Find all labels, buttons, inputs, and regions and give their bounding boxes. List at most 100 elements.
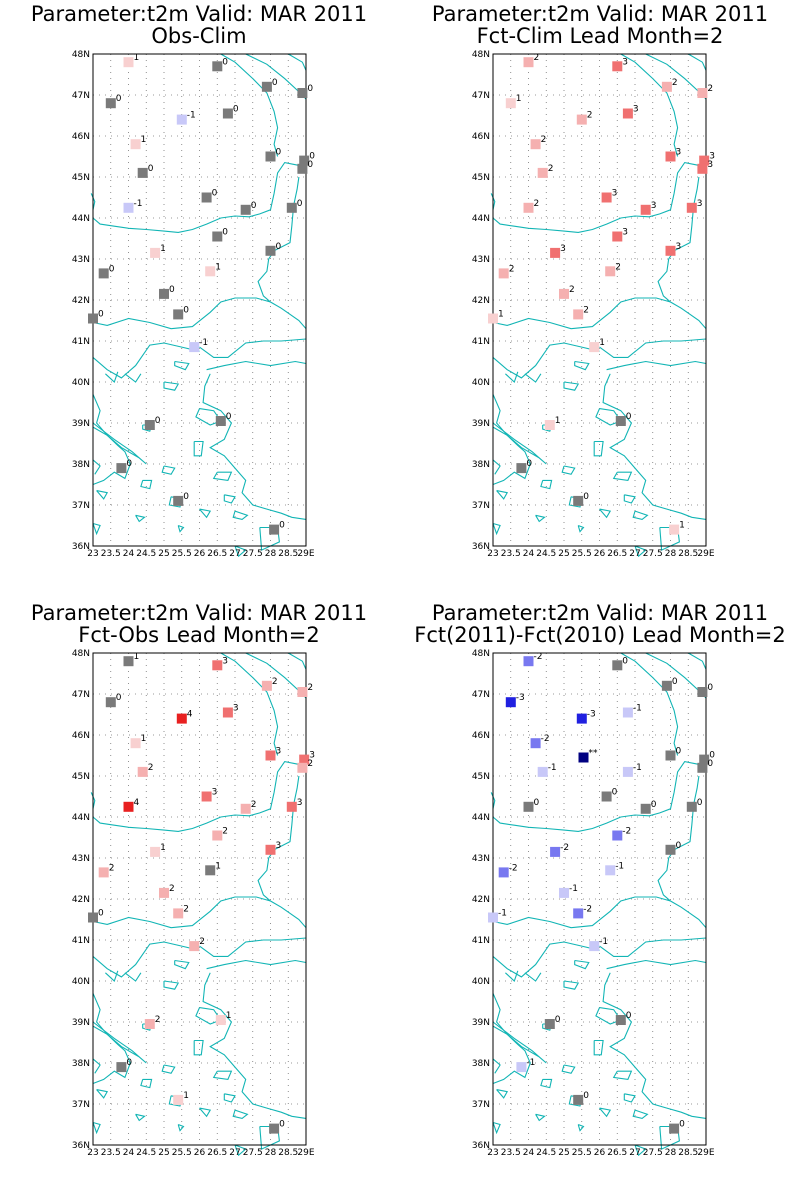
panel-title-line2: Fct-Clim Lead Month=2 bbox=[477, 24, 724, 48]
coastline bbox=[220, 652, 279, 756]
lat-tick-label: 43N bbox=[72, 854, 90, 864]
station-value-label: -3 bbox=[516, 693, 525, 703]
lon-tick-label: 27.5 bbox=[643, 549, 663, 559]
station-value-label: 3 bbox=[212, 788, 218, 798]
station-value-label: 3 bbox=[309, 751, 315, 761]
station-marker bbox=[505, 697, 516, 708]
panel-fct-diff: Parameter:t2m Valid: MAR 2011 Fct(2011)-… bbox=[414, 601, 786, 1158]
station-marker bbox=[523, 202, 534, 213]
coastline bbox=[524, 373, 542, 383]
station-value-label: 1 bbox=[215, 861, 221, 871]
coastline bbox=[92, 459, 101, 475]
coastline bbox=[232, 510, 249, 520]
station-value-label: -2 bbox=[560, 843, 569, 853]
coastline bbox=[96, 1089, 109, 1099]
station-value-label: 3 bbox=[233, 704, 239, 714]
station-marker bbox=[640, 204, 651, 215]
lon-tick-label: 29E bbox=[297, 1148, 314, 1158]
lon-tick-label: 29E bbox=[697, 1148, 714, 1158]
station-value-label: 0 bbox=[116, 94, 122, 104]
station-value-label: 0 bbox=[116, 693, 122, 703]
station-value-label: 0 bbox=[612, 788, 618, 798]
lon-tick-label: 29E bbox=[297, 549, 314, 559]
coastline bbox=[612, 1070, 633, 1081]
coastline bbox=[623, 1093, 636, 1103]
coastline bbox=[124, 972, 142, 982]
lat-tick-label: 43N bbox=[72, 255, 90, 265]
lon-tick-label: 23.5 bbox=[101, 1148, 121, 1158]
coastline bbox=[505, 970, 519, 982]
station-value-label: 3 bbox=[622, 57, 628, 67]
station-value-label: -1 bbox=[199, 338, 208, 348]
station-value-label: 3 bbox=[622, 228, 628, 238]
lon-tick-label: 27 bbox=[229, 549, 240, 559]
station-value-label: 3 bbox=[633, 105, 639, 115]
station-marker bbox=[123, 57, 134, 68]
coastline bbox=[92, 1121, 101, 1135]
coastline bbox=[595, 1007, 622, 1025]
station-marker bbox=[605, 266, 616, 277]
lat-tick-label: 39N bbox=[72, 419, 90, 429]
coastline bbox=[599, 338, 707, 358]
lat-tick-label: 46N bbox=[472, 132, 490, 142]
coastline bbox=[632, 1109, 649, 1119]
panel-fct-obs: Parameter:t2m Valid: MAR 2011 Fct-Obs Le… bbox=[31, 601, 367, 1158]
lon-tick-label: 25 bbox=[158, 549, 169, 559]
coastline bbox=[90, 792, 96, 809]
coastline bbox=[595, 408, 622, 426]
station-marker bbox=[686, 801, 697, 812]
station-marker bbox=[576, 713, 587, 724]
station-value-label: -1 bbox=[187, 111, 196, 121]
coastline bbox=[92, 422, 147, 465]
lat-tick-label: 44N bbox=[72, 813, 90, 823]
lat-tick-label: 41N bbox=[472, 337, 490, 347]
station-marker bbox=[498, 268, 509, 279]
lon-tick-label: 26.5 bbox=[207, 1148, 227, 1158]
station-value-label: 1 bbox=[141, 135, 147, 145]
station-value-label: -1 bbox=[134, 199, 143, 209]
station-value-label: 0 bbox=[279, 1120, 285, 1130]
coastline bbox=[599, 508, 612, 519]
coastline bbox=[92, 394, 131, 486]
lon-tick-label: 25.5 bbox=[572, 549, 592, 559]
station-marker bbox=[98, 867, 109, 878]
lat-tick-label: 47N bbox=[72, 91, 90, 101]
station-value-label: -1 bbox=[633, 763, 642, 773]
station-value-label: -1 bbox=[615, 861, 624, 871]
station-marker bbox=[222, 707, 233, 718]
coastline bbox=[96, 490, 109, 500]
station-marker bbox=[265, 245, 276, 256]
lat-tick-label: 42N bbox=[72, 296, 90, 306]
station-marker bbox=[159, 887, 169, 898]
coastline bbox=[288, 652, 307, 670]
lon-tick-label: 27.5 bbox=[643, 1148, 663, 1158]
station-value-label: 0 bbox=[276, 148, 282, 158]
station-value-label: 0 bbox=[233, 105, 239, 115]
lat-tick-label: 36N bbox=[72, 542, 90, 552]
coastline bbox=[163, 381, 180, 391]
station-marker bbox=[615, 1015, 626, 1025]
station-value-label: 2 bbox=[534, 53, 540, 63]
station-value-label: 0 bbox=[307, 160, 313, 170]
station-value-label: -2 bbox=[622, 827, 631, 837]
coastline bbox=[492, 941, 600, 978]
lon-tick-label: 26.5 bbox=[607, 1148, 627, 1158]
coastline bbox=[288, 53, 307, 71]
coastline bbox=[177, 524, 185, 533]
lon-tick-label: 26 bbox=[594, 549, 606, 559]
coastline bbox=[492, 1058, 501, 1074]
lat-tick-label: 38N bbox=[472, 1059, 490, 1069]
station-marker bbox=[212, 660, 223, 671]
station-value-label: 0 bbox=[222, 57, 228, 67]
station-value-label: 2 bbox=[155, 1015, 161, 1025]
station-marker bbox=[697, 762, 708, 773]
lon-tick-label: 27 bbox=[229, 1148, 240, 1158]
station-value-label: 2 bbox=[615, 262, 621, 272]
station-value-label: 3 bbox=[612, 189, 618, 199]
lon-tick-label: 28.5 bbox=[278, 1148, 298, 1158]
coastline bbox=[492, 459, 501, 475]
lon-tick-label: 24 bbox=[123, 549, 135, 559]
lat-tick-label: 37N bbox=[472, 501, 490, 511]
station-marker bbox=[269, 524, 280, 535]
